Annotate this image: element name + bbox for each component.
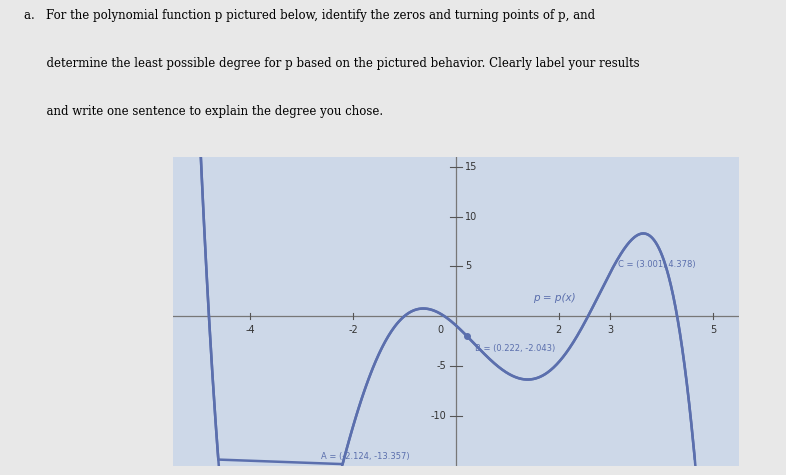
Text: 2: 2 [556,325,562,335]
Text: 3: 3 [607,325,613,335]
Text: -2: -2 [348,325,358,335]
Text: 10: 10 [465,211,477,221]
Text: -4: -4 [245,325,255,335]
Text: -5: -5 [437,361,446,371]
Text: 5: 5 [465,261,472,271]
Text: a.   For the polynomial function p pictured below, identify the zeros and turnin: a. For the polynomial function p picture… [24,10,595,22]
Text: -10: -10 [431,411,446,421]
Text: and write one sentence to explain the degree you chose.: and write one sentence to explain the de… [24,104,383,117]
Text: C = (3.001, 4.378): C = (3.001, 4.378) [618,259,696,268]
Text: 0: 0 [437,325,443,335]
Text: B = (0.222, -2.043): B = (0.222, -2.043) [475,344,555,353]
Text: 15: 15 [465,162,478,171]
Text: 5: 5 [710,325,716,335]
Text: determine the least possible degree for p based on the pictured behavior. Clearl: determine the least possible degree for … [24,57,639,70]
Text: A = (-2.124, -13.357): A = (-2.124, -13.357) [321,452,410,461]
Text: p = p(x): p = p(x) [533,293,575,303]
